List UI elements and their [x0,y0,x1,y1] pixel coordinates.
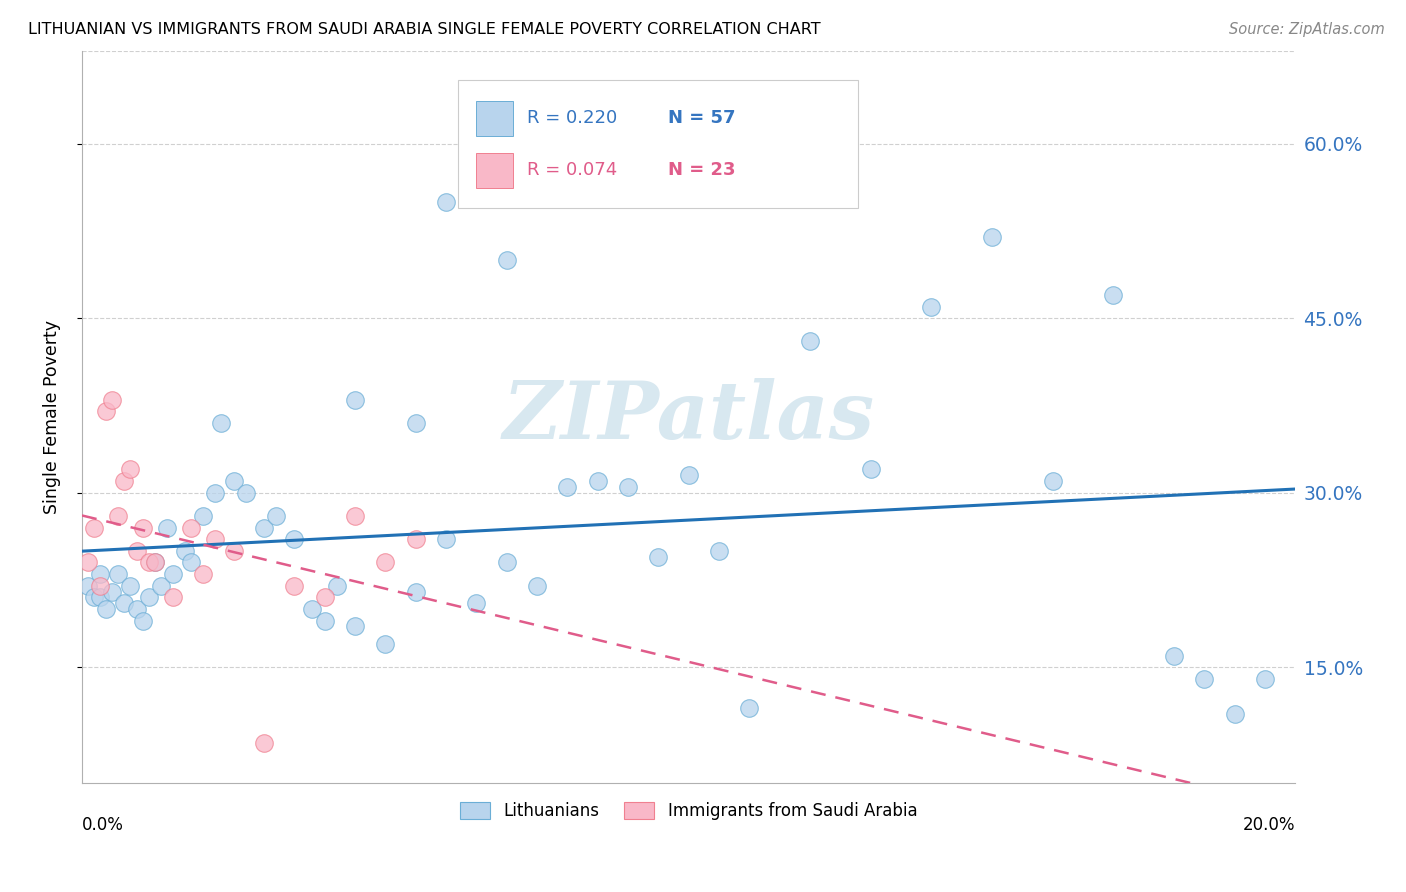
FancyBboxPatch shape [458,80,859,208]
Point [859,462,882,476]
Point [162,591,184,605]
Text: 20.0%: 20.0% [1243,816,1295,835]
FancyBboxPatch shape [477,153,513,188]
Point [617,480,640,494]
Point [77,556,100,570]
Point [156,520,179,534]
Point [149,579,172,593]
Point [405,416,427,430]
Point [314,591,336,605]
Point [374,556,396,570]
Point [96,602,118,616]
Point [107,567,129,582]
Point [101,392,124,407]
FancyBboxPatch shape [477,102,513,136]
Point [434,533,457,547]
Point [138,556,160,570]
Point [434,194,457,209]
Point [1192,672,1215,686]
Point [647,549,669,564]
Point [343,392,366,407]
Point [131,520,153,534]
Point [325,579,347,593]
Point [112,596,135,610]
Point [374,637,396,651]
Point [405,533,427,547]
Point [495,253,517,268]
Point [193,508,215,523]
Point [465,596,488,610]
Point [264,508,287,523]
Point [138,591,160,605]
Point [204,485,226,500]
Point [283,579,305,593]
Point [211,416,233,430]
Point [1042,474,1064,488]
Point [180,520,202,534]
Point [83,591,105,605]
Point [162,567,184,582]
Text: N = 57: N = 57 [668,109,735,127]
Point [920,300,942,314]
Point [120,462,142,476]
Point [253,736,276,750]
Text: R = 0.074: R = 0.074 [527,161,617,179]
Point [125,544,148,558]
Text: ZIPatlas: ZIPatlas [502,378,875,456]
Point [222,544,245,558]
Point [107,508,129,523]
Point [707,544,730,558]
Point [678,468,700,483]
Point [799,334,821,349]
Point [143,556,166,570]
Point [180,556,202,570]
Y-axis label: Single Female Poverty: Single Female Poverty [44,320,60,514]
Point [222,474,245,488]
Point [101,584,124,599]
Point [131,614,153,628]
Point [89,567,111,582]
Point [495,556,517,570]
Point [83,520,105,534]
Point [586,474,609,488]
Point [343,619,366,633]
Point [1102,288,1125,302]
Point [253,520,276,534]
Text: LITHUANIAN VS IMMIGRANTS FROM SAUDI ARABIA SINGLE FEMALE POVERTY CORRELATION CHA: LITHUANIAN VS IMMIGRANTS FROM SAUDI ARAB… [28,22,821,37]
Point [77,579,100,593]
Point [143,556,166,570]
Point [235,485,257,500]
Text: Source: ZipAtlas.com: Source: ZipAtlas.com [1229,22,1385,37]
Point [174,544,197,558]
Point [193,567,215,582]
Point [343,508,366,523]
Point [738,701,761,715]
Point [283,533,305,547]
Point [89,591,111,605]
Point [204,533,226,547]
Point [314,614,336,628]
Point [1223,706,1246,721]
Point [301,602,323,616]
Point [1163,648,1185,663]
Text: N = 23: N = 23 [668,161,735,179]
Point [120,579,142,593]
Point [96,404,118,418]
Text: R = 0.220: R = 0.220 [527,109,617,127]
Point [112,474,135,488]
Point [526,579,548,593]
Point [980,229,1002,244]
Point [125,602,148,616]
Point [1254,672,1277,686]
Point [89,579,111,593]
Point [555,480,578,494]
Point [405,584,427,599]
Legend: Lithuanians, Immigrants from Saudi Arabia: Lithuanians, Immigrants from Saudi Arabi… [453,795,924,827]
Text: 0.0%: 0.0% [82,816,124,835]
